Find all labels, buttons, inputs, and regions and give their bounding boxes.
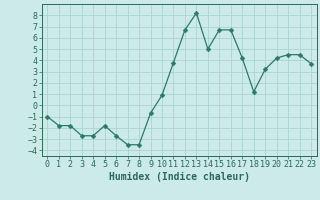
X-axis label: Humidex (Indice chaleur): Humidex (Indice chaleur) [109, 172, 250, 182]
